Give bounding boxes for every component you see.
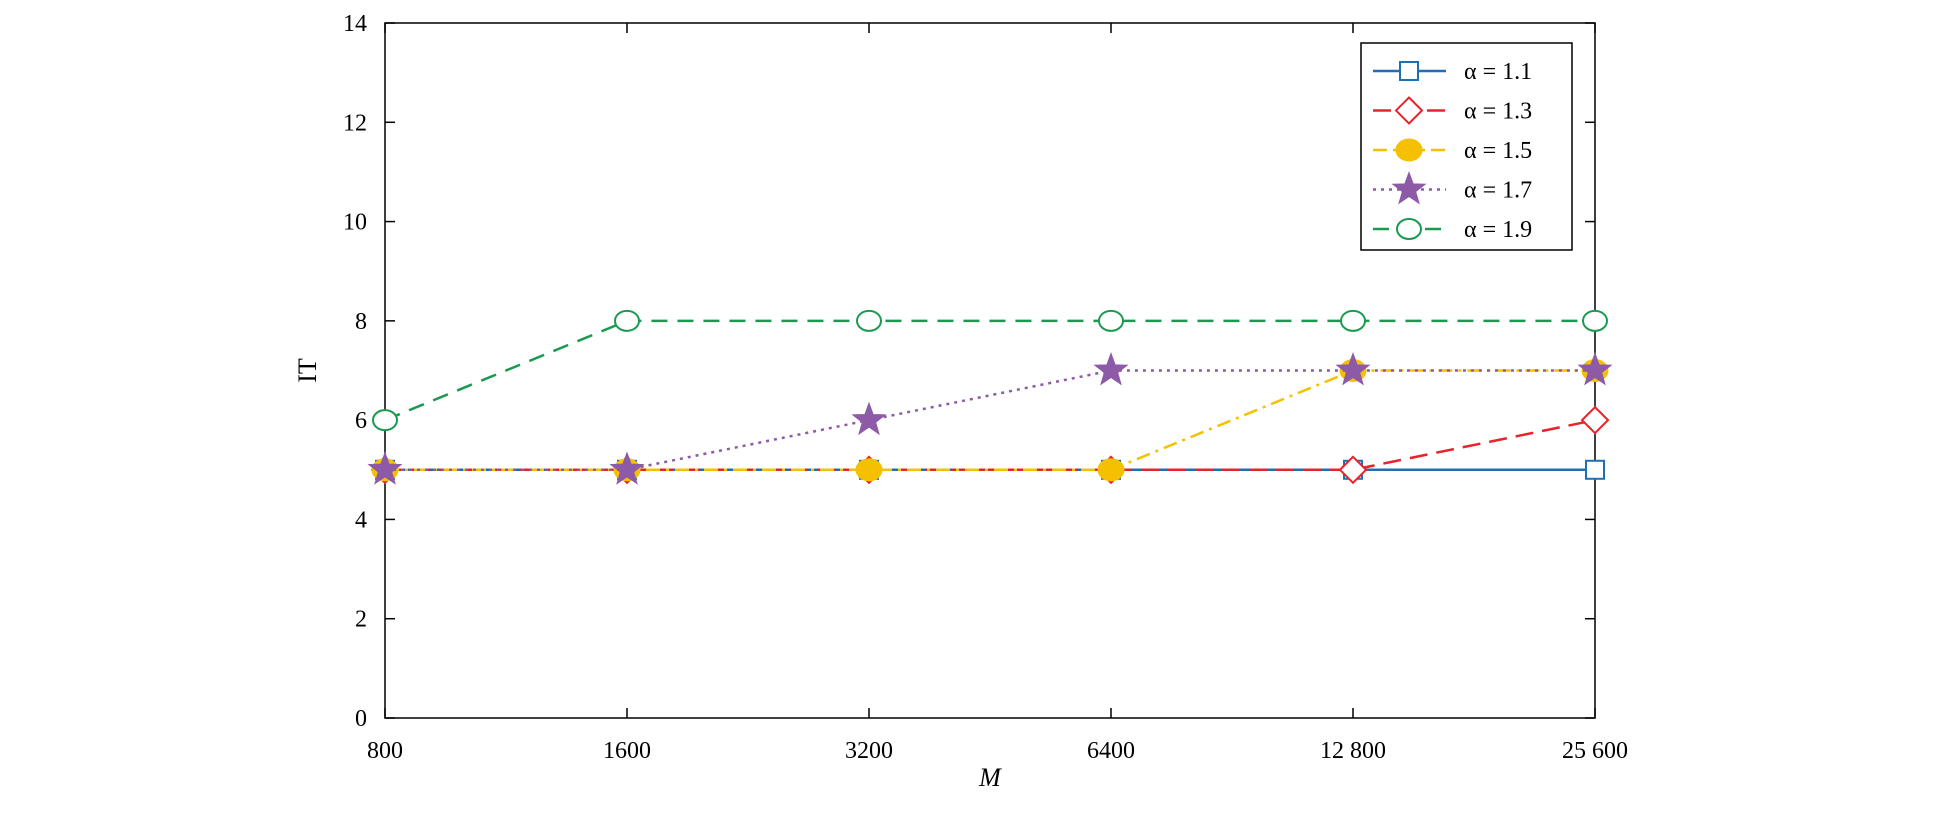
plot-area: 0 2 4 6 8 10 12 14 800 1600 3200 6400 12 800 25 600 α … — [343, 11, 1628, 764]
data-point — [1335, 352, 1371, 386]
series-2 — [370, 405, 1610, 485]
data-point — [1585, 459, 1605, 480]
y-tick-label: 4 — [355, 507, 367, 533]
data-point — [1093, 352, 1129, 386]
y-tick-label: 6 — [355, 408, 367, 434]
x-tick-label: 3200 — [845, 738, 893, 764]
y-tick-label: 0 — [355, 706, 367, 732]
data-point — [372, 409, 398, 432]
y-tick-label: 10 — [343, 210, 367, 236]
data-point — [1577, 352, 1613, 386]
data-point — [1338, 455, 1368, 485]
data-point — [1340, 309, 1366, 332]
series-5 — [372, 309, 1608, 432]
data-point — [1582, 309, 1608, 332]
data-point — [614, 309, 640, 332]
series-4 — [367, 352, 1613, 485]
data-point — [856, 309, 882, 332]
series-line — [385, 369, 1595, 472]
data-point — [1580, 405, 1610, 435]
series-3 — [371, 359, 1609, 482]
series-line — [385, 418, 1596, 472]
y-axis-title: IT — [293, 358, 322, 383]
data-point — [1097, 458, 1125, 482]
y-tick-label: 12 — [343, 110, 367, 136]
y-tick-label: 8 — [355, 309, 367, 335]
y-tick-label: 14 — [343, 11, 367, 37]
legend-label: α = 1.3 — [1464, 99, 1532, 125]
legend-label: α = 1.1 — [1464, 59, 1532, 85]
series-line — [385, 369, 1595, 472]
x-tick-label: 800 — [367, 738, 403, 764]
legend-marker — [1396, 218, 1422, 240]
legend-label: α = 1.5 — [1464, 138, 1532, 164]
x-tick-label: 12 800 — [1320, 738, 1386, 764]
x-tick-label: 25 600 — [1562, 738, 1628, 764]
series-line — [384, 319, 1595, 422]
legend-label: α = 1.9 — [1464, 217, 1532, 243]
legend-marker — [1391, 171, 1427, 205]
y-tick-label: 2 — [355, 607, 367, 633]
legend-label: α = 1.7 — [1464, 178, 1532, 204]
x-tick-label: 6400 — [1087, 738, 1135, 764]
x-axis-title: M — [978, 763, 1002, 792]
data-point — [851, 401, 887, 436]
data-point — [609, 451, 645, 485]
data-point — [367, 451, 403, 485]
data-point — [1098, 309, 1124, 332]
data-point — [855, 458, 883, 482]
legend: α = 1.1 α = 1.3 α = 1.5 α = 1.7 α = 1.9 — [1360, 42, 1573, 251]
legend-marker — [1399, 61, 1419, 81]
x-tick-label: 1600 — [603, 738, 651, 764]
legend-marker — [1395, 138, 1423, 162]
legend-marker — [1394, 96, 1424, 125]
